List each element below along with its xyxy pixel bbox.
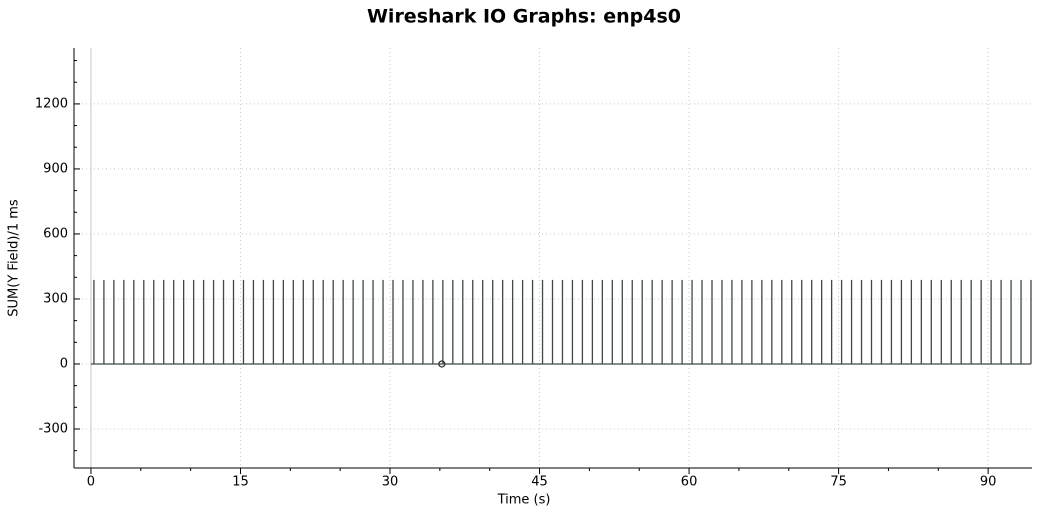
x-tick-label: 90: [980, 475, 997, 490]
y-tick-label: 600: [43, 226, 68, 241]
y-tick-label: 900: [43, 161, 68, 176]
x-tick-label: 60: [681, 475, 698, 490]
x-tick-label: 75: [830, 475, 847, 490]
y-tick-label: 1200: [35, 96, 68, 111]
y-tick-label: -300: [38, 421, 68, 436]
x-tick-label: 0: [87, 475, 95, 490]
x-tick-label: 30: [382, 475, 399, 490]
cursor-marker: [438, 360, 446, 368]
x-axis-label: Time (s): [497, 493, 551, 508]
y-tick-label: 0: [60, 356, 68, 371]
x-tick-label: 15: [232, 475, 249, 490]
y-axis-label: SUM(Y Field)/1 ms: [7, 199, 22, 317]
x-tick-label: 45: [531, 475, 548, 490]
chart-title: Wireshark IO Graphs: enp4s0: [367, 6, 681, 28]
y-tick-label: 300: [43, 291, 68, 306]
